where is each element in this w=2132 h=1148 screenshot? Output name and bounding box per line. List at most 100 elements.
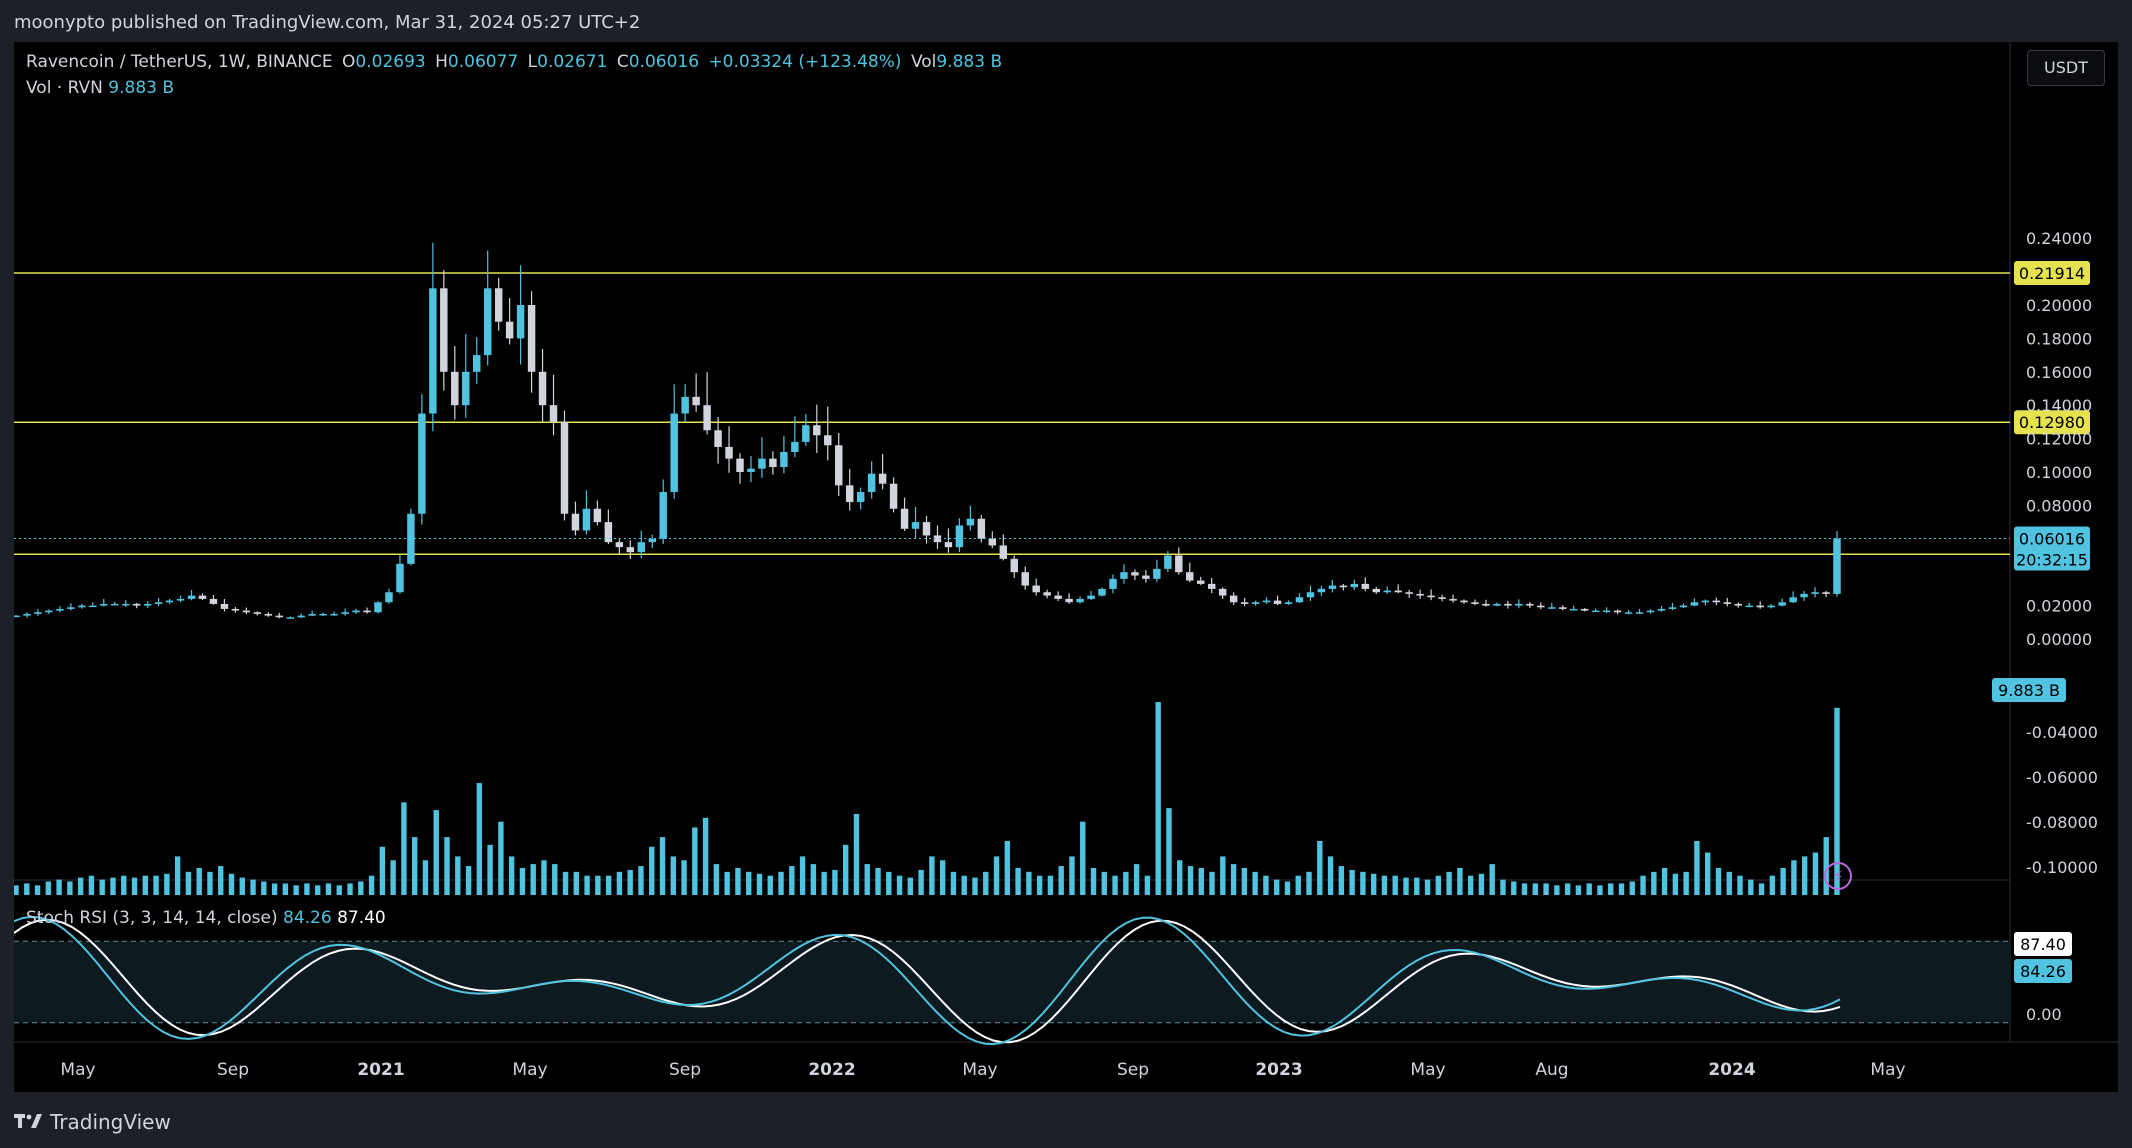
volume-bar: [77, 877, 84, 895]
candle-body: [1405, 592, 1413, 594]
volume-bar: [261, 881, 267, 895]
volume-bar: [67, 881, 73, 895]
low-value: 0.02671: [537, 52, 608, 72]
volume-value: 9.883 B: [108, 78, 175, 98]
volume-bar: [282, 883, 289, 895]
volume-bar: [347, 883, 353, 895]
volume-bar: [1651, 871, 1657, 895]
branding[interactable]: TradingView: [14, 1110, 171, 1134]
volume-bar: [218, 866, 224, 895]
volume-bar: [1069, 856, 1075, 895]
candle-body: [626, 547, 635, 553]
time-tick: 2024: [1708, 1060, 1755, 1080]
candle-body: [791, 441, 799, 452]
low-label: L: [527, 52, 538, 72]
candle-body: [1416, 593, 1424, 596]
volume-bar: [1252, 871, 1258, 895]
candle-body: [747, 468, 755, 472]
volume-bar: [1564, 883, 1571, 895]
volume-bar: [508, 856, 515, 895]
volume-bar: [1446, 871, 1452, 895]
volume-bar: [1230, 864, 1237, 895]
volume-tick: -0.06000: [2026, 768, 2098, 787]
volume-tick: -0.10000: [2026, 858, 2098, 877]
volume-bar: [993, 856, 1000, 895]
level-tag-1: [2014, 410, 2090, 435]
symbol-name[interactable]: Ravencoin / TetherUS, 1W, BINANCE: [26, 52, 333, 72]
volume-bar: [616, 871, 623, 895]
candle-body: [900, 508, 909, 529]
candle-body: [132, 603, 141, 606]
volume-bar: [1489, 864, 1495, 895]
vol-label: Vol: [910, 52, 937, 72]
volume-label[interactable]: Vol · RVN: [26, 78, 103, 98]
volume-bar: [1263, 875, 1269, 895]
stoch-rsi-label[interactable]: Stoch RSI (3, 3, 14, 14, close): [26, 908, 278, 928]
volume-bar: [886, 871, 892, 895]
volume-bar: [1381, 875, 1388, 895]
volume-bar: [756, 873, 763, 895]
volume-bar: [896, 875, 903, 895]
volume-bar: [142, 875, 148, 895]
candle-body: [1449, 598, 1457, 601]
volume-bar: [336, 885, 342, 895]
candle-body: [648, 538, 656, 543]
candle-body: [1240, 602, 1249, 604]
chart-frame[interactable]: 0.219140.129800.050750.0601620:32:150.24…: [14, 42, 2118, 1092]
open-label: O: [342, 52, 356, 72]
candle-body: [1131, 572, 1139, 576]
volume-bar: [1026, 871, 1032, 895]
time-tick: May: [1410, 1060, 1445, 1080]
volume-bar: [1586, 883, 1592, 895]
volume-tick: -0.08000: [2026, 813, 2098, 832]
candle-body: [988, 538, 997, 546]
volume-bar: [853, 813, 860, 895]
candle-body: [1526, 603, 1534, 606]
candle-body: [966, 518, 975, 526]
candle-body: [308, 613, 316, 616]
candle-body: [560, 421, 569, 514]
candle-body: [1745, 605, 1753, 608]
candle-body: [1668, 607, 1677, 609]
candle-body: [714, 430, 722, 447]
candle-body: [813, 425, 821, 436]
volume-bar: [1295, 875, 1301, 895]
close-label: C: [616, 52, 629, 72]
candle-body: [1822, 592, 1830, 594]
level-label-1: 0.12980: [2019, 413, 2085, 432]
candle-body: [451, 371, 459, 406]
candle-body: [1657, 608, 1666, 611]
volume-bar: [174, 856, 181, 895]
volume-bar: [1015, 867, 1021, 895]
candle-body: [14, 615, 20, 618]
candle-body: [1120, 572, 1128, 579]
candle-body: [1460, 600, 1468, 603]
candle-body: [198, 595, 207, 599]
candle-body: [527, 305, 536, 372]
candle-body: [209, 598, 218, 604]
volume-bar: [1198, 867, 1204, 895]
candle-body: [176, 598, 185, 601]
currency-button[interactable]: USDT: [2027, 50, 2105, 86]
candle-body: [1690, 602, 1699, 606]
volume-bar: [573, 871, 580, 895]
candle-body: [1251, 602, 1260, 604]
volume-bar: [1791, 860, 1797, 895]
volume-bar: [1683, 871, 1689, 895]
volume-bar: [1543, 883, 1549, 895]
volume-bar: [433, 810, 439, 895]
volume-bar: [422, 860, 429, 895]
volume-bar: [530, 864, 536, 895]
chart-canvas[interactable]: 0.219140.129800.050750.0601620:32:150.24…: [14, 42, 2118, 1092]
candle-body: [341, 612, 349, 614]
volume-bar: [1403, 877, 1409, 895]
candle-body: [330, 613, 338, 616]
candle-body: [89, 605, 97, 608]
price-tick: 0.02000: [2026, 597, 2092, 616]
stoch-tick: 0.00: [2026, 1005, 2062, 1024]
candle-body: [549, 405, 558, 422]
candle-body: [1602, 610, 1611, 613]
candle-body: [154, 602, 163, 604]
stoch-rsi-legend: Stoch RSI (3, 3, 14, 14, close) 84.26 87…: [26, 908, 386, 928]
close-value: 0.06016: [628, 52, 700, 72]
